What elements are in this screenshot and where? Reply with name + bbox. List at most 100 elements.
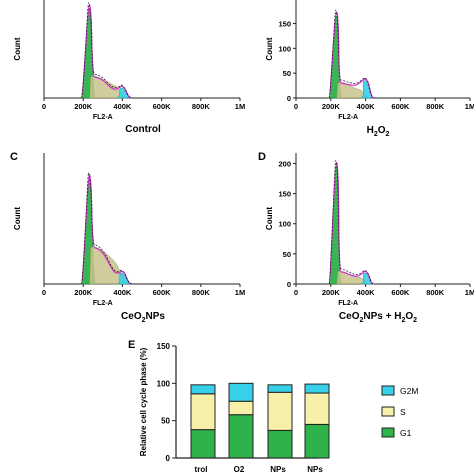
bar-category-label: NPs — [307, 465, 323, 474]
x-tick-label: 600K — [153, 102, 172, 111]
x-axis-label: FL2-A — [338, 300, 358, 307]
x-tick-label: 200K — [322, 288, 341, 297]
bar-segment-g1 — [190, 429, 216, 459]
caption-h2o2-o: O — [378, 125, 386, 136]
x-tick-label: 1M — [465, 288, 474, 297]
caption-ceo2nps-h2o2: CeO2NPs + H2O2 — [339, 311, 417, 324]
bar-segment-g2m — [190, 384, 216, 395]
panel-letter-c: C — [10, 151, 18, 163]
x-tick-label: 200K — [74, 102, 93, 111]
bar-category-label: O2 — [234, 465, 245, 474]
x-tick-label: 200K — [322, 102, 341, 111]
stacked-bar-chart: 0 50 100 150 Relative cell cycle phase (%) tr… — [139, 342, 418, 474]
y-axis-label: Count — [13, 37, 22, 60]
x-axis-label: FL2-A — [93, 300, 113, 307]
legend-label-g1: G1 — [400, 428, 412, 438]
histogram-outline — [328, 9, 375, 99]
bar-segment-s — [267, 391, 293, 431]
x-tick-label: 800K — [426, 288, 445, 297]
y-tick-label: 0 — [287, 280, 291, 289]
y-axis-label: Count — [265, 37, 274, 60]
x-tick-label: 600K — [391, 102, 410, 111]
x-tick-label: 400K — [113, 102, 132, 111]
bar-segment-s — [228, 400, 254, 416]
bar-segment-s — [304, 392, 330, 425]
caption-h2o2-h: H — [367, 125, 374, 136]
y-axis-label: Count — [13, 207, 22, 230]
y-axis-label: Count — [265, 207, 274, 230]
caption-ceo2-sub: 2 — [142, 317, 146, 324]
x-tick-label: 0 — [42, 288, 46, 297]
caption-ceo2-tail: NPs — [146, 311, 166, 322]
x-tick-label: 200K — [74, 288, 93, 297]
histogram-outline — [80, 2, 133, 99]
x-axis-label: FL2-A — [93, 114, 113, 121]
y-tick-label: 150 — [278, 190, 291, 199]
panel-letter-e: E — [128, 339, 135, 351]
caption-ceo2h-mid: NPs + H — [363, 311, 401, 322]
y-tick-label: 150 — [278, 19, 291, 28]
caption-ceo2-main: CeO — [121, 311, 142, 322]
x-axis-label: FL2-A — [338, 114, 358, 121]
panel-letter-d: D — [258, 151, 266, 163]
caption-h2o2: H2O2 — [367, 125, 390, 138]
caption-ceo2h-o: O — [405, 311, 413, 322]
histogram-panel-ceo2nps: 0 200K 400K 600K 800K 1M FL2-A Count — [13, 153, 245, 307]
caption-ceo2h-main: CeO — [339, 311, 360, 322]
y-tick-label: 0 — [287, 94, 291, 103]
bar-y-tick-label: 100 — [157, 379, 171, 388]
bar-y-tick-label: 0 — [166, 454, 171, 463]
legend-label-g2m: G2M — [400, 386, 418, 396]
x-tick-label: 400K — [357, 288, 376, 297]
bar-segment-g2m — [228, 382, 254, 402]
histogram-panel-control: 0 200K 400K 600K 800K 1M FL2-A Count — [13, 0, 245, 121]
y-tick-label: 50 — [283, 250, 291, 259]
x-tick-label: 800K — [192, 288, 211, 297]
x-tick-label: 1M — [235, 288, 245, 297]
bar-segment-s — [190, 393, 216, 431]
x-tick-label: 1M — [235, 102, 245, 111]
caption-h2o2-sub1: 2 — [374, 131, 378, 138]
legend-swatch-s — [381, 406, 395, 417]
caption-control: Control — [125, 124, 161, 135]
x-tick-label: 0 — [294, 288, 298, 297]
bar-y-tick-label: 150 — [157, 342, 171, 351]
bar-category-label: trol — [195, 465, 208, 474]
bar-category-label: NPs — [270, 465, 286, 474]
bar-segment-g2m — [304, 383, 330, 394]
caption-ceo2h-sub3: 2 — [413, 317, 417, 324]
y-tick-label: 100 — [278, 220, 291, 229]
x-tick-label: 800K — [192, 102, 211, 111]
bar-y-axis-label: Relative cell cycle phase (%) — [139, 347, 148, 456]
bar-segment-g2m — [267, 384, 293, 393]
bar-y-tick-label: 50 — [161, 417, 170, 426]
caption-ceo2h-sub: 2 — [359, 317, 363, 324]
bar-segment-g1 — [228, 414, 254, 459]
x-tick-label: 1M — [465, 102, 474, 111]
y-tick-label: 50 — [283, 69, 291, 78]
histogram-outline — [80, 172, 133, 285]
x-tick-label: 0 — [42, 102, 46, 111]
y-tick-label: 100 — [278, 44, 291, 53]
bar-segment-g1 — [267, 429, 293, 459]
x-tick-label: 400K — [113, 288, 132, 297]
caption-ceo2nps: CeO2NPs — [121, 311, 165, 324]
caption-h2o2-sub2: 2 — [386, 131, 390, 138]
x-tick-label: 400K — [357, 102, 376, 111]
legend-label-s: S — [400, 407, 406, 417]
legend-swatch-g2m — [381, 385, 395, 396]
y-tick-label: 200 — [278, 159, 291, 168]
x-tick-label: 800K — [426, 102, 445, 111]
s-phase-area — [89, 76, 127, 99]
legend-swatch-g1 — [381, 427, 395, 438]
histogram-outline — [328, 160, 375, 285]
x-tick-label: 600K — [391, 288, 410, 297]
histogram-panel-ceo2nps-h2o2: 0 200K 400K 600K 800K 1M FL2-A Count 200 150 100 50… — [265, 153, 474, 307]
caption-ceo2h-sub2: 2 — [401, 317, 405, 324]
histogram-panel-h2o2: 0 200K 400K 600K 800K 1M FL2-A Count 150 100 50 0 — [265, 0, 474, 121]
s-phase-area — [336, 81, 370, 99]
x-tick-label: 600K — [153, 288, 172, 297]
x-tick-label: 0 — [294, 102, 298, 111]
bar-segment-g1 — [304, 423, 330, 459]
